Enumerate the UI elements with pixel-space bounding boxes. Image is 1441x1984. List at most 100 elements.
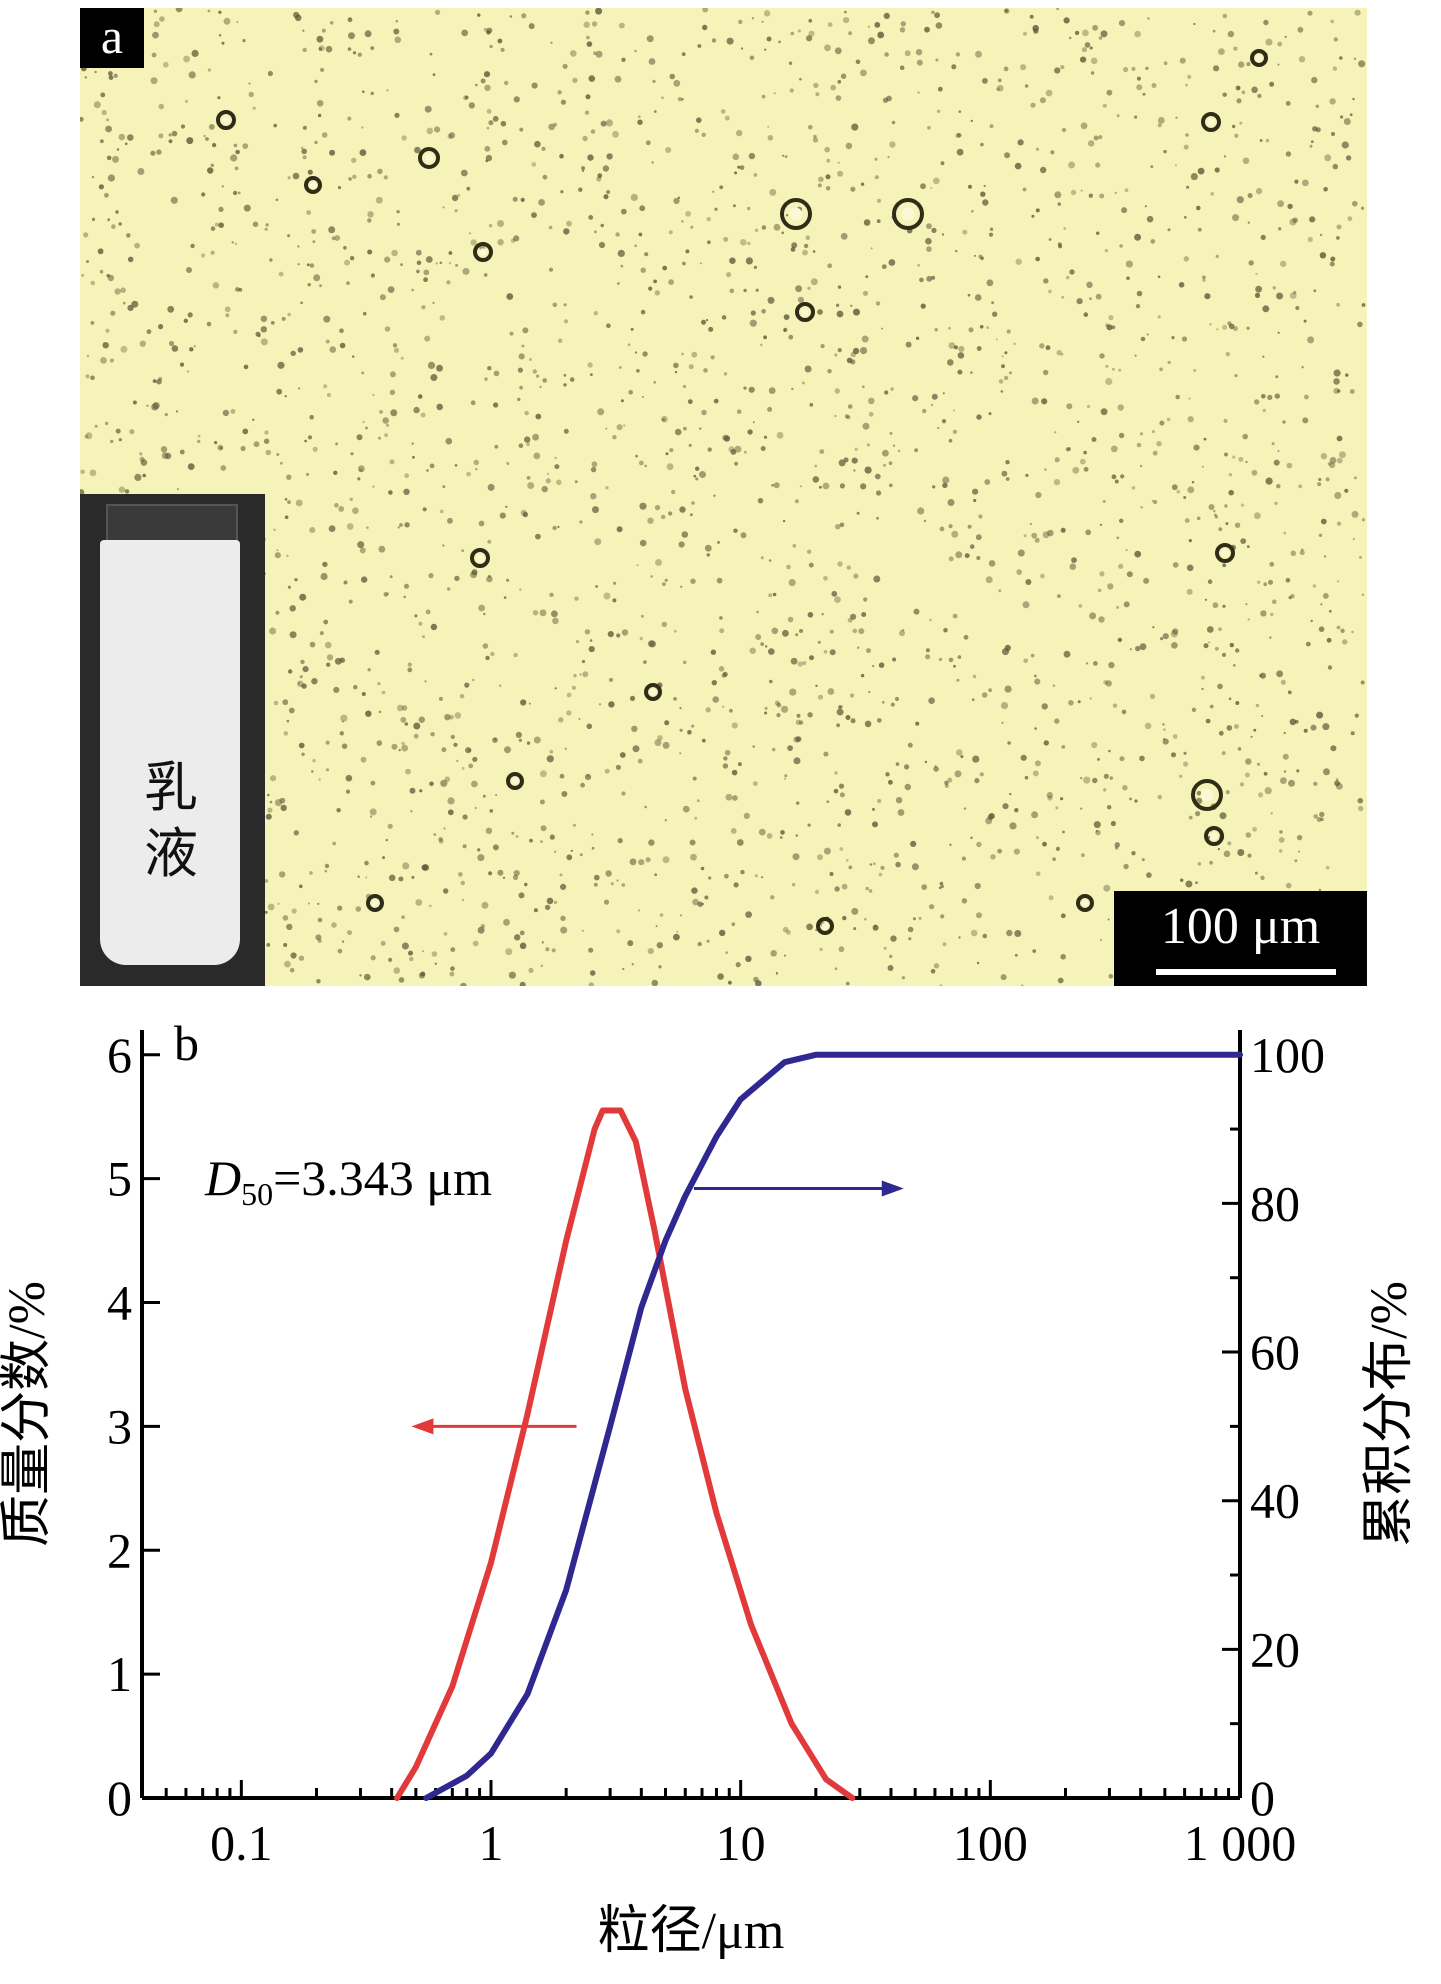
droplet — [1060, 65, 1065, 70]
droplet — [679, 752, 682, 755]
droplet — [468, 102, 475, 109]
droplet — [1118, 20, 1126, 27]
droplet — [988, 560, 996, 567]
droplet — [808, 30, 815, 37]
droplet — [787, 745, 793, 751]
droplet — [1252, 826, 1257, 832]
droplet — [337, 186, 342, 190]
droplet — [379, 410, 383, 414]
droplet — [981, 692, 988, 698]
droplet — [997, 84, 1004, 92]
droplet — [594, 538, 602, 546]
droplet — [1255, 285, 1262, 293]
droplet — [988, 813, 995, 820]
droplet — [297, 347, 304, 353]
droplet — [767, 296, 775, 304]
droplet — [1083, 466, 1089, 472]
droplet — [175, 8, 183, 13]
droplet — [1245, 832, 1252, 838]
droplet — [1345, 373, 1349, 377]
droplet — [948, 524, 953, 529]
droplet — [936, 109, 941, 114]
droplet — [517, 397, 521, 402]
droplet — [1327, 665, 1333, 670]
droplet — [550, 41, 553, 44]
droplet — [1001, 721, 1004, 724]
droplet — [91, 217, 96, 221]
droplet — [799, 629, 803, 633]
droplet — [926, 246, 932, 252]
droplet — [186, 370, 190, 373]
droplet — [83, 232, 89, 238]
droplet — [973, 498, 977, 503]
droplet — [1031, 811, 1039, 819]
droplet — [449, 971, 455, 977]
droplet — [447, 517, 453, 524]
droplet — [284, 960, 291, 968]
droplet — [1235, 85, 1241, 91]
droplet — [348, 599, 353, 604]
droplet — [201, 253, 206, 258]
droplet — [862, 422, 870, 430]
droplet — [512, 874, 519, 881]
droplet — [1239, 121, 1243, 125]
droplet — [1232, 664, 1236, 667]
droplet — [724, 873, 729, 879]
droplet — [776, 702, 782, 708]
droplet — [556, 479, 562, 486]
large-droplet — [506, 772, 524, 790]
droplet — [487, 483, 495, 491]
droplet — [139, 452, 143, 456]
droplet — [1236, 98, 1242, 104]
droplet — [1229, 642, 1235, 648]
droplet — [356, 434, 363, 441]
droplet — [791, 387, 794, 390]
droplet — [734, 461, 738, 466]
droplet — [835, 524, 841, 530]
droplet — [595, 50, 603, 58]
droplet — [412, 455, 415, 459]
droplet — [1352, 97, 1355, 101]
droplet — [403, 595, 407, 599]
droplet — [325, 740, 330, 745]
droplet — [1151, 430, 1155, 434]
droplet — [538, 199, 545, 206]
droplet — [1025, 579, 1032, 585]
droplet — [548, 123, 555, 131]
droplet — [781, 231, 784, 235]
droplet — [842, 915, 847, 921]
droplet — [1319, 811, 1325, 818]
droplet — [908, 937, 912, 941]
droplet — [1057, 977, 1064, 984]
droplet — [561, 791, 568, 797]
droplet — [389, 575, 393, 579]
droplet — [1014, 162, 1022, 170]
droplet — [812, 137, 819, 143]
droplet — [606, 190, 611, 194]
droplet — [301, 752, 305, 756]
droplet — [736, 409, 742, 415]
droplet — [191, 49, 199, 58]
droplet — [677, 196, 681, 199]
droplet — [411, 288, 415, 292]
droplet — [1032, 949, 1036, 953]
droplet — [318, 45, 325, 52]
droplet — [852, 628, 858, 634]
droplet — [694, 816, 698, 820]
droplet — [447, 587, 451, 591]
droplet — [1060, 352, 1064, 356]
droplet — [797, 296, 805, 303]
droplet — [1345, 155, 1352, 161]
droplet — [1307, 236, 1313, 243]
droplet — [1225, 522, 1229, 526]
droplet — [608, 701, 615, 708]
cumulative-distribution-line — [423, 1051, 1243, 1801]
droplet — [717, 541, 720, 544]
droplet — [442, 485, 446, 488]
droplet — [1258, 792, 1264, 798]
droplet — [661, 514, 666, 520]
droplet — [151, 52, 157, 58]
droplet — [426, 127, 434, 135]
droplet — [1081, 853, 1085, 858]
droplet — [1167, 360, 1171, 365]
